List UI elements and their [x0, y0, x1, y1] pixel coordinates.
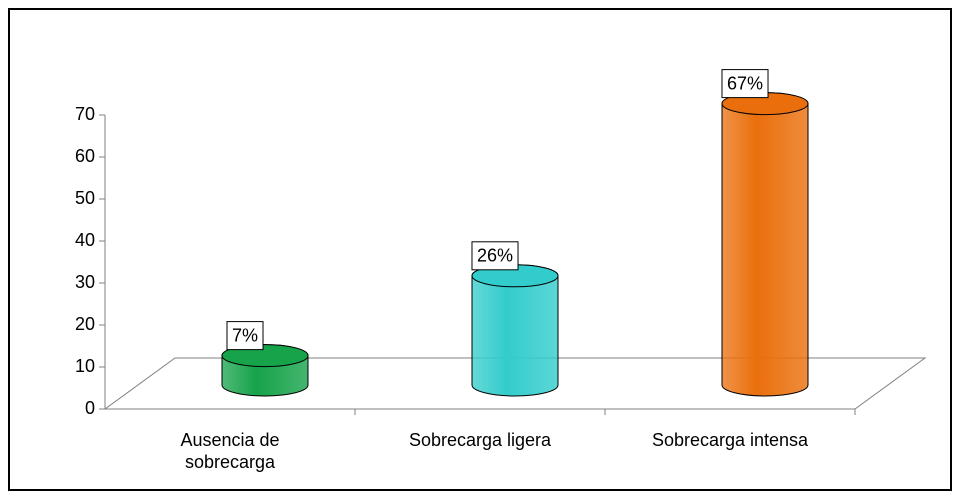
- value-label: 26%: [477, 246, 513, 266]
- y-tick-label: 70: [75, 104, 95, 124]
- y-tick-label: 50: [75, 188, 95, 208]
- y-tick-label: 0: [85, 398, 95, 418]
- x-tick-label: Sobrecarga ligera: [408, 430, 552, 450]
- y-tick-label: 30: [75, 272, 95, 292]
- y-tick-label: 60: [75, 146, 95, 166]
- y-tick-label: 20: [75, 314, 95, 334]
- value-label-box: [471, 241, 519, 271]
- bar: [721, 92, 809, 397]
- value-label: 67%: [727, 73, 763, 93]
- value-label: 7%: [232, 325, 258, 345]
- y-tick-label: 40: [75, 230, 95, 250]
- value-label-box: [721, 69, 769, 99]
- x-tick-label: Sobrecarga intensa: [651, 430, 809, 450]
- y-tick-label: 10: [75, 356, 95, 376]
- value-label-box: [226, 321, 264, 351]
- x-tick-label: Ausencia de sobrecarga: [180, 430, 280, 472]
